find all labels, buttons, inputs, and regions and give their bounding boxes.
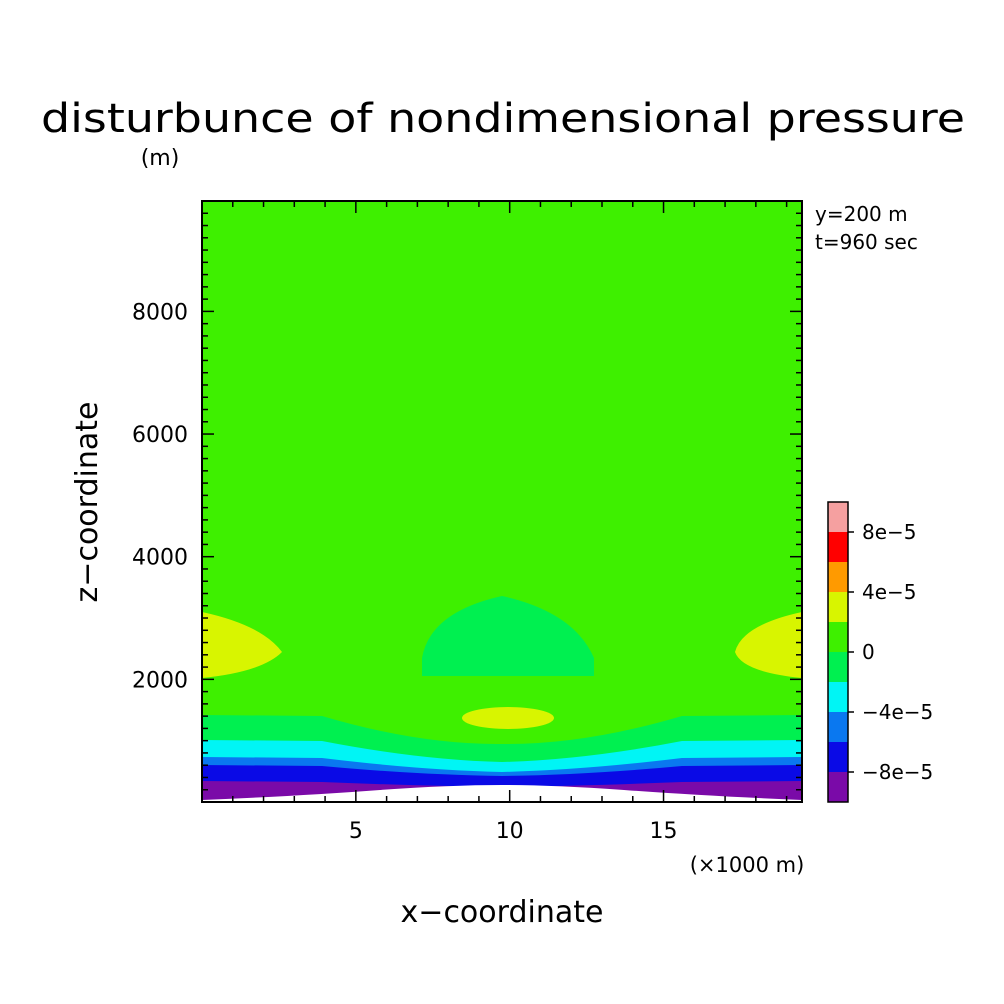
contour-fills <box>202 201 802 802</box>
colorbar-tick-label: −4e−5 <box>862 700 933 724</box>
colorbar: −8e−5 −4e−5 0 4e−5 8e−5 <box>827 501 933 803</box>
plot-frame <box>201 200 803 803</box>
annotation-t: t=960 sec <box>815 230 918 254</box>
y-axis-label: z−coordinate <box>70 402 105 603</box>
colorbar-tick-label: 0 <box>862 640 875 664</box>
colorbar-swatch <box>828 532 848 562</box>
y-tick-label: 4000 <box>132 546 188 571</box>
colorbar-swatch <box>828 502 848 532</box>
x-tick-label: 15 <box>650 819 678 844</box>
x-unit-label: (×1000 m) <box>690 853 805 877</box>
colorbar-swatch <box>828 562 848 592</box>
colorbar-swatch <box>828 622 848 652</box>
annotation-y: y=200 m <box>815 202 908 226</box>
chart-title: disturbunce of nondimensional pressure <box>41 96 965 142</box>
y-tick-label: 6000 <box>132 423 188 448</box>
y-tick-label: 8000 <box>132 300 188 325</box>
y-unit-label: (m) <box>141 146 180 171</box>
x-axis-label: x−coordinate <box>401 895 604 930</box>
left-positive-lobe <box>202 612 282 678</box>
colorbar-swatch <box>828 652 848 682</box>
colorbar-tick-label: −8e−5 <box>862 760 933 784</box>
colorbar-swatch <box>828 772 848 802</box>
central-positive-blob <box>462 707 554 729</box>
colorbar-swatch <box>828 682 848 712</box>
colorbar-tick-label: 8e−5 <box>862 520 917 544</box>
x-tick-label: 5 <box>349 819 363 844</box>
colorbar-swatch <box>828 742 848 772</box>
y-tick-label: 2000 <box>132 668 188 693</box>
central-negative-dome <box>422 596 594 676</box>
x-tick-label: 10 <box>496 819 524 844</box>
right-positive-lobe <box>735 612 802 678</box>
band-0-to-2e-5 <box>202 201 802 802</box>
axis-tick-labels: 5 10 15 2000 4000 6000 8000 <box>132 300 678 844</box>
mountain-terrain <box>202 785 802 802</box>
axis-ticks <box>202 201 802 802</box>
colorbar-swatch <box>828 712 848 742</box>
colorbar-tick-label: 4e−5 <box>862 580 917 604</box>
colorbar-swatch <box>828 592 848 622</box>
